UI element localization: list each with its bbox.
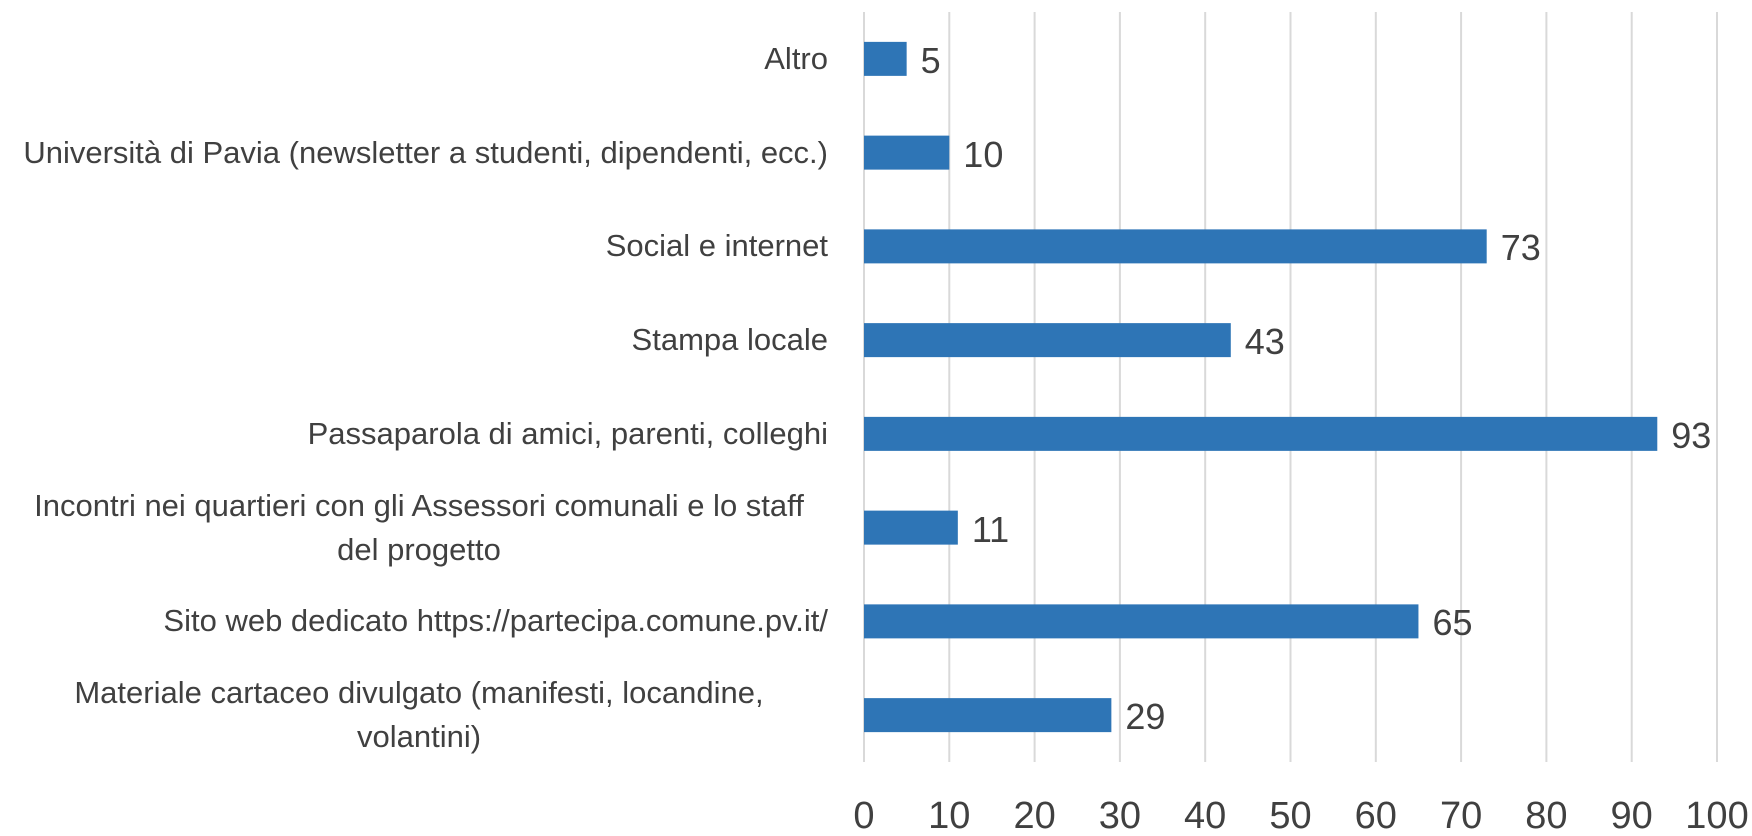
bar — [864, 416, 1658, 451]
value-label: 73 — [1500, 227, 1541, 269]
bar — [864, 698, 1112, 733]
category-label: Materiale cartaceo divulgato (manifesti,… — [74, 675, 764, 755]
category-label: Sito web dedicato https://partecipa.comu… — [163, 603, 828, 639]
x-tick-label: 30 — [1098, 795, 1142, 836]
x-tick-label: 60 — [1354, 795, 1397, 836]
x-tick-label: 40 — [1184, 795, 1227, 836]
bar — [864, 323, 1231, 358]
x-tick-label: 80 — [1525, 795, 1568, 836]
category-label: Università di Pavia (newsletter a studen… — [23, 134, 828, 170]
x-tick-label: 70 — [1439, 795, 1483, 836]
value-label: 29 — [1125, 696, 1166, 738]
bar — [864, 229, 1487, 264]
x-tick-label: 50 — [1269, 795, 1312, 836]
bar — [864, 510, 958, 545]
value-label: 43 — [1244, 321, 1285, 363]
category-label: Social e internet — [605, 228, 828, 264]
category-label: Stampa locale — [631, 322, 828, 358]
x-tick-label: 90 — [1610, 795, 1653, 836]
x-tick-label: 10 — [928, 795, 971, 836]
bar — [864, 604, 1419, 639]
category-label: Passaparola di amici, parenti, colleghi — [307, 415, 828, 451]
bar — [864, 135, 950, 170]
category-label: Incontri nei quartieri con gli Assessori… — [34, 487, 804, 567]
value-label: 11 — [971, 508, 1010, 550]
value-label: 10 — [963, 133, 1004, 175]
category-label: Altro — [764, 40, 828, 76]
value-label: 5 — [920, 39, 941, 81]
bar — [864, 41, 907, 76]
value-label: 93 — [1671, 414, 1712, 456]
x-tick-label: 100 — [1685, 795, 1749, 836]
x-tick-label: 20 — [1013, 795, 1056, 836]
x-tick-label: 0 — [853, 795, 875, 836]
value-label: 65 — [1432, 602, 1473, 644]
